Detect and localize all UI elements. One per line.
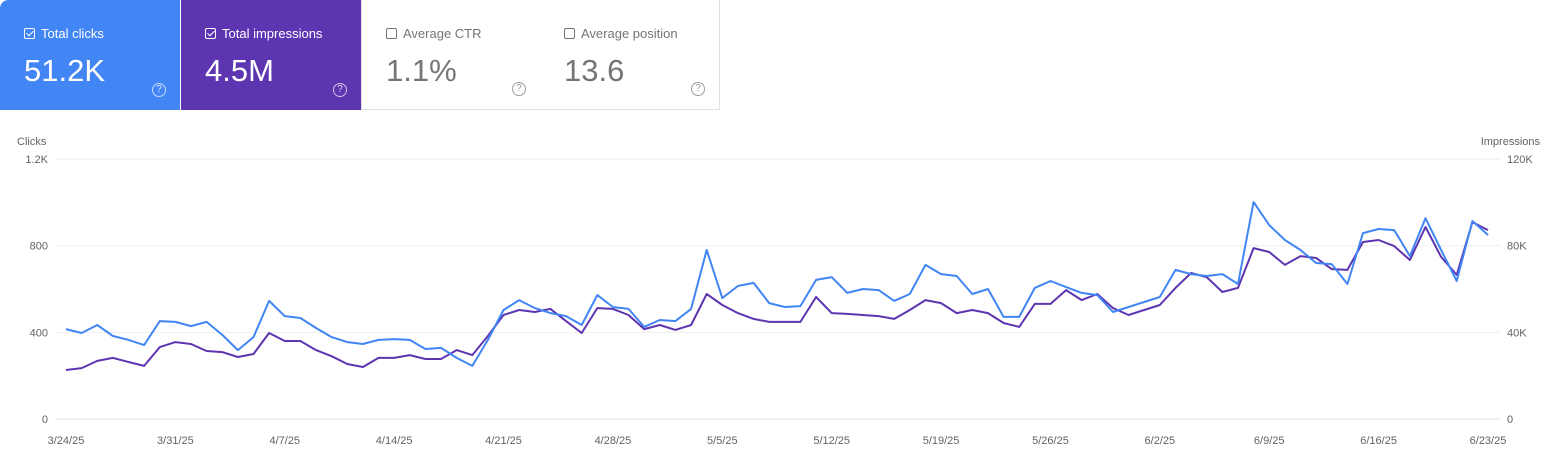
checkbox-checked-icon[interactable] <box>205 28 216 39</box>
checkbox-unchecked-icon[interactable] <box>564 28 575 39</box>
x-axis-tick: 3/31/25 <box>157 435 194 447</box>
series-line-clicks <box>65 201 1489 367</box>
help-icon[interactable]: ? <box>512 82 526 96</box>
left-axis-tick: 800 <box>30 241 48 253</box>
x-axis-tick: 6/16/25 <box>1360 435 1397 447</box>
left-axis-tick: 1.2K <box>25 154 48 166</box>
right-axis-tick: 40K <box>1507 327 1527 339</box>
left-axis-tick: 0 <box>42 414 48 426</box>
series-line-impressions <box>65 221 1489 371</box>
x-axis-tick: 4/21/25 <box>485 435 522 447</box>
checkbox-checked-icon[interactable] <box>24 28 35 39</box>
metric-card-total-clicks[interactable]: Total clicks 51.2K ? <box>0 0 180 110</box>
x-axis-tick: 3/24/25 <box>48 435 85 447</box>
right-axis-tick: 120K <box>1507 154 1533 166</box>
x-axis-tick: 4/14/25 <box>376 435 413 447</box>
x-axis-tick: 4/28/25 <box>595 435 632 447</box>
x-axis-tick: 6/2/25 <box>1145 435 1176 447</box>
metric-label: Total clicks <box>41 26 104 41</box>
left-axis-label: Clicks <box>17 136 47 148</box>
metric-value: 51.2K <box>24 53 106 88</box>
help-icon[interactable]: ? <box>152 83 166 97</box>
x-axis-tick: 5/5/25 <box>707 435 738 447</box>
metric-value: 13.6 <box>564 53 625 88</box>
right-axis-tick: 0 <box>1507 414 1513 426</box>
metric-card-average-position[interactable]: Average position 13.6 ? <box>540 0 720 110</box>
help-icon[interactable]: ? <box>333 83 347 97</box>
x-axis-tick: 6/23/25 <box>1470 435 1507 447</box>
help-icon[interactable]: ? <box>691 82 705 96</box>
metric-card-total-impressions[interactable]: Total impressions 4.5M ? <box>181 0 361 110</box>
metric-label: Total impressions <box>222 26 323 41</box>
right-axis-tick: 80K <box>1507 241 1527 253</box>
x-axis-tick: 6/9/25 <box>1254 435 1285 447</box>
checkbox-unchecked-icon[interactable] <box>386 28 397 39</box>
x-axis-tick: 5/26/25 <box>1032 435 1069 447</box>
metric-label: Average position <box>581 26 678 41</box>
metric-value: 1.1% <box>386 53 457 88</box>
x-axis-tick: 5/12/25 <box>813 435 850 447</box>
right-axis-label: Impressions <box>1481 136 1541 148</box>
metric-card-average-ctr[interactable]: Average CTR 1.1% ? <box>361 0 541 110</box>
x-axis-tick: 4/7/25 <box>269 435 300 447</box>
metric-label: Average CTR <box>403 26 482 41</box>
metric-value: 4.5M <box>205 53 274 88</box>
left-axis-tick: 400 <box>30 327 48 339</box>
x-axis-tick: 5/19/25 <box>923 435 960 447</box>
